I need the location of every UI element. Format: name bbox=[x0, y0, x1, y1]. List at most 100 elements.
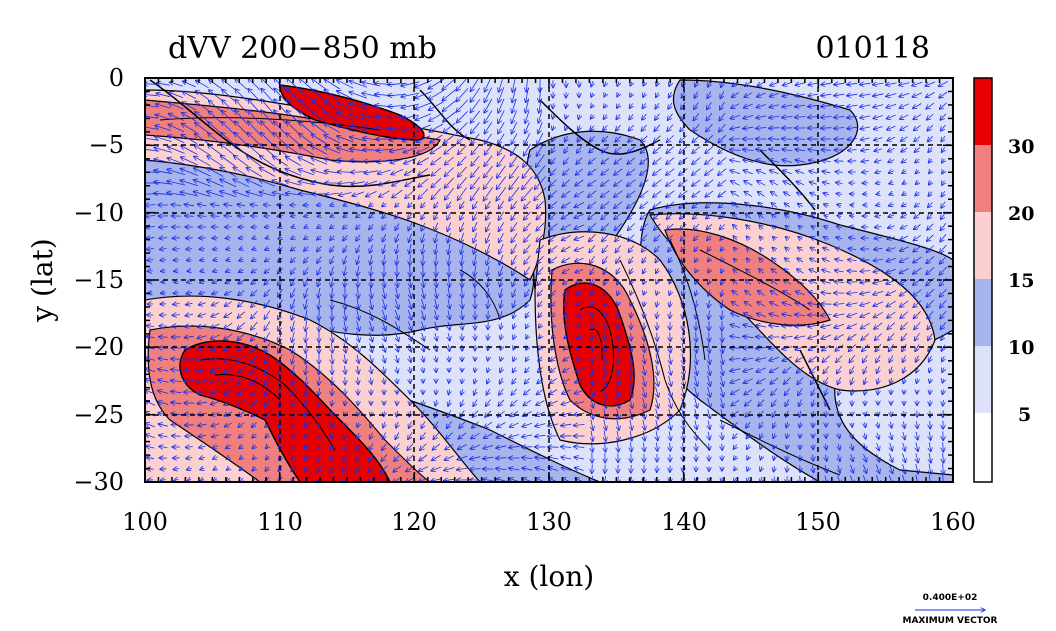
wind-vector bbox=[601, 157, 610, 164]
y-tick-label: −10 bbox=[73, 199, 124, 227]
wind-vector bbox=[615, 135, 622, 142]
colorbar: 30 20 15 10 5 bbox=[973, 77, 1034, 483]
wind-vector bbox=[941, 147, 944, 153]
wind-vector bbox=[442, 88, 457, 100]
wind-vector bbox=[666, 179, 675, 187]
wind-vector bbox=[643, 82, 645, 86]
colorbar-swatch bbox=[974, 346, 992, 413]
wind-vector bbox=[458, 145, 467, 155]
wind-vector bbox=[538, 122, 543, 134]
wind-vector bbox=[209, 90, 222, 101]
wind-vector bbox=[808, 105, 819, 106]
wind-vector bbox=[337, 91, 354, 100]
wind-vector bbox=[899, 103, 909, 108]
wind-vector bbox=[401, 92, 420, 97]
wind-vector bbox=[457, 133, 468, 144]
wind-vector bbox=[782, 105, 793, 107]
wind-vector bbox=[576, 157, 583, 165]
wind-vector bbox=[458, 156, 467, 166]
wind-vector bbox=[796, 171, 805, 174]
wind-vector bbox=[591, 104, 593, 108]
wind-vector bbox=[808, 94, 819, 96]
wind-vector bbox=[927, 136, 933, 141]
wind-vector bbox=[653, 168, 662, 176]
wind-vector bbox=[430, 134, 443, 143]
wind-vector bbox=[941, 135, 945, 142]
wind-vector bbox=[484, 133, 493, 144]
wind-vector bbox=[705, 157, 714, 165]
wind-vector bbox=[443, 134, 455, 144]
wind-vector bbox=[221, 122, 235, 135]
wind-vector bbox=[757, 92, 766, 97]
wind-vector bbox=[222, 100, 235, 113]
wind-vector bbox=[886, 83, 897, 85]
wind-vector bbox=[653, 157, 662, 165]
wind-vector bbox=[442, 100, 456, 112]
wind-vector bbox=[591, 93, 593, 97]
wind-vector bbox=[414, 80, 432, 87]
wind-vector bbox=[403, 147, 418, 153]
wind-vector bbox=[235, 99, 248, 113]
wind-vector bbox=[444, 145, 455, 154]
wind-vector bbox=[391, 169, 404, 174]
wind-vector bbox=[769, 105, 780, 108]
wind-vector bbox=[429, 112, 444, 121]
wind-vector bbox=[756, 149, 767, 151]
wind-vector bbox=[873, 127, 883, 130]
vector-key-caption: MAXIMUM VECTOR bbox=[902, 616, 997, 626]
wind-vector bbox=[900, 136, 908, 141]
wind-vector bbox=[538, 110, 543, 123]
wind-vector bbox=[349, 103, 368, 110]
wind-vector bbox=[196, 80, 209, 89]
wind-vector bbox=[273, 133, 288, 146]
wind-vector bbox=[208, 100, 222, 112]
wind-vector bbox=[927, 124, 934, 131]
wind-vector bbox=[630, 82, 632, 86]
wind-vector bbox=[653, 146, 662, 154]
wind-vector bbox=[847, 105, 858, 107]
y-tick-label: −30 bbox=[73, 468, 124, 496]
wind-vector bbox=[614, 168, 623, 175]
wind-vector bbox=[783, 83, 792, 86]
wind-vector bbox=[337, 102, 354, 111]
wind-vector bbox=[873, 94, 884, 96]
wind-vector bbox=[551, 146, 555, 153]
wind-vector bbox=[233, 167, 250, 178]
wind-vector bbox=[550, 168, 557, 176]
wind-vector bbox=[640, 146, 649, 154]
wind-vector bbox=[156, 83, 170, 85]
wind-vector bbox=[418, 178, 429, 187]
wind-vector bbox=[259, 168, 275, 177]
wind-vector bbox=[351, 182, 365, 185]
wind-vectors bbox=[145, 78, 948, 482]
x-tick-label: 150 bbox=[795, 508, 841, 536]
wind-vector bbox=[181, 134, 198, 144]
wind-vector bbox=[604, 104, 607, 108]
wind-vector bbox=[431, 178, 442, 187]
wind-vector bbox=[274, 88, 287, 102]
wind-vector bbox=[222, 111, 235, 124]
wind-vector bbox=[655, 113, 660, 120]
wind-vector bbox=[769, 170, 779, 175]
wind-vector bbox=[809, 171, 818, 173]
wind-vector bbox=[417, 146, 430, 154]
wind-vector bbox=[835, 172, 843, 173]
wind-vector bbox=[324, 79, 341, 90]
wind-vector bbox=[666, 135, 674, 143]
wind-vector bbox=[526, 87, 529, 102]
wind-vector bbox=[169, 92, 184, 99]
wind-vector bbox=[498, 98, 505, 113]
wind-vector bbox=[312, 78, 327, 90]
wind-vector bbox=[511, 122, 518, 134]
wind-vector bbox=[208, 111, 222, 124]
wind-vector bbox=[757, 81, 766, 86]
wind-vector bbox=[392, 179, 403, 186]
wind-vector bbox=[247, 144, 262, 157]
wind-vector bbox=[194, 134, 210, 145]
wind-vector bbox=[497, 144, 505, 156]
x-axis-label: x (lon) bbox=[504, 560, 594, 593]
wind-vector bbox=[222, 89, 235, 101]
wind-vector bbox=[194, 145, 211, 156]
wind-vector bbox=[535, 165, 546, 179]
wind-vector bbox=[860, 138, 870, 140]
